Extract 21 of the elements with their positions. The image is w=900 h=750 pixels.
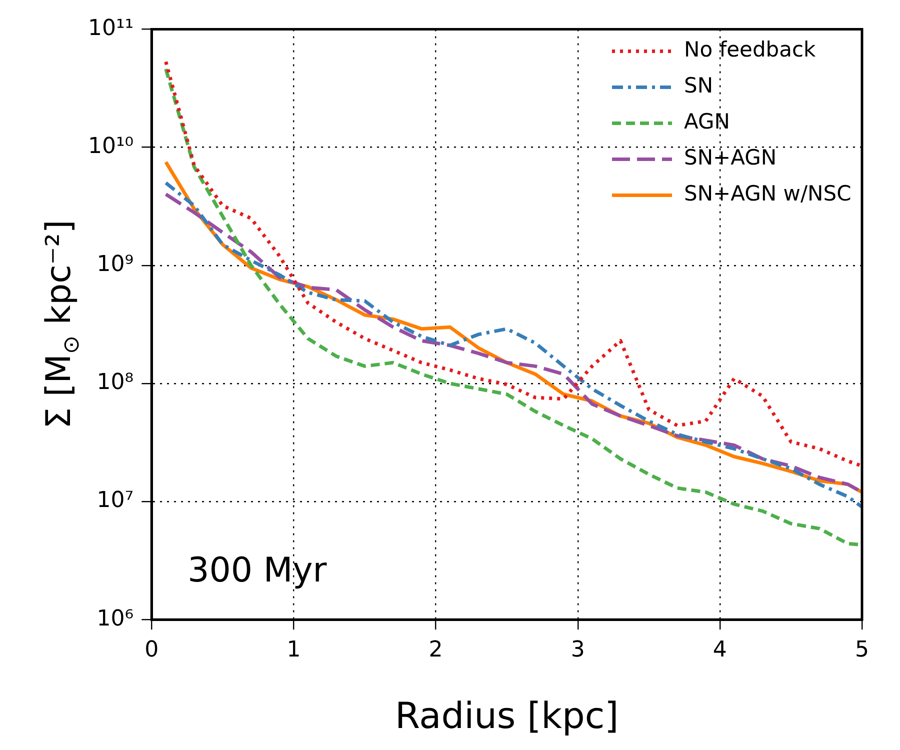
y-tick-label: 10⁸ <box>96 370 134 396</box>
y-tick-label: 10⁶ <box>96 606 134 632</box>
x-axis-title: Radius [kpc] <box>394 696 619 737</box>
annotation: 300 Myr <box>188 550 327 591</box>
y-tick-label: 10¹⁰ <box>88 134 134 159</box>
x-tick-label: 3 <box>570 638 585 663</box>
x-tick-label: 0 <box>144 638 159 663</box>
x-tick-label: 2 <box>428 638 443 663</box>
y-tick-label: 10¹¹ <box>88 16 134 41</box>
legend-label: No feedback <box>684 38 817 62</box>
x-tick-label: 4 <box>712 638 727 663</box>
x-tick-label: 1 <box>286 638 301 663</box>
y-tick-label: 10⁹ <box>96 252 134 278</box>
legend-label: SN+AGN w/NSC <box>684 182 852 206</box>
line-series <box>164 60 862 468</box>
legend-label: SN+AGN <box>684 146 777 170</box>
legend-label: SN <box>684 74 714 98</box>
legend-label: AGN <box>684 110 730 134</box>
x-tick-label: 5 <box>855 638 869 663</box>
y-tick-label: 10⁷ <box>96 488 134 514</box>
y-axis-title: Σ [M⊙ kpc⁻²] <box>39 220 84 429</box>
